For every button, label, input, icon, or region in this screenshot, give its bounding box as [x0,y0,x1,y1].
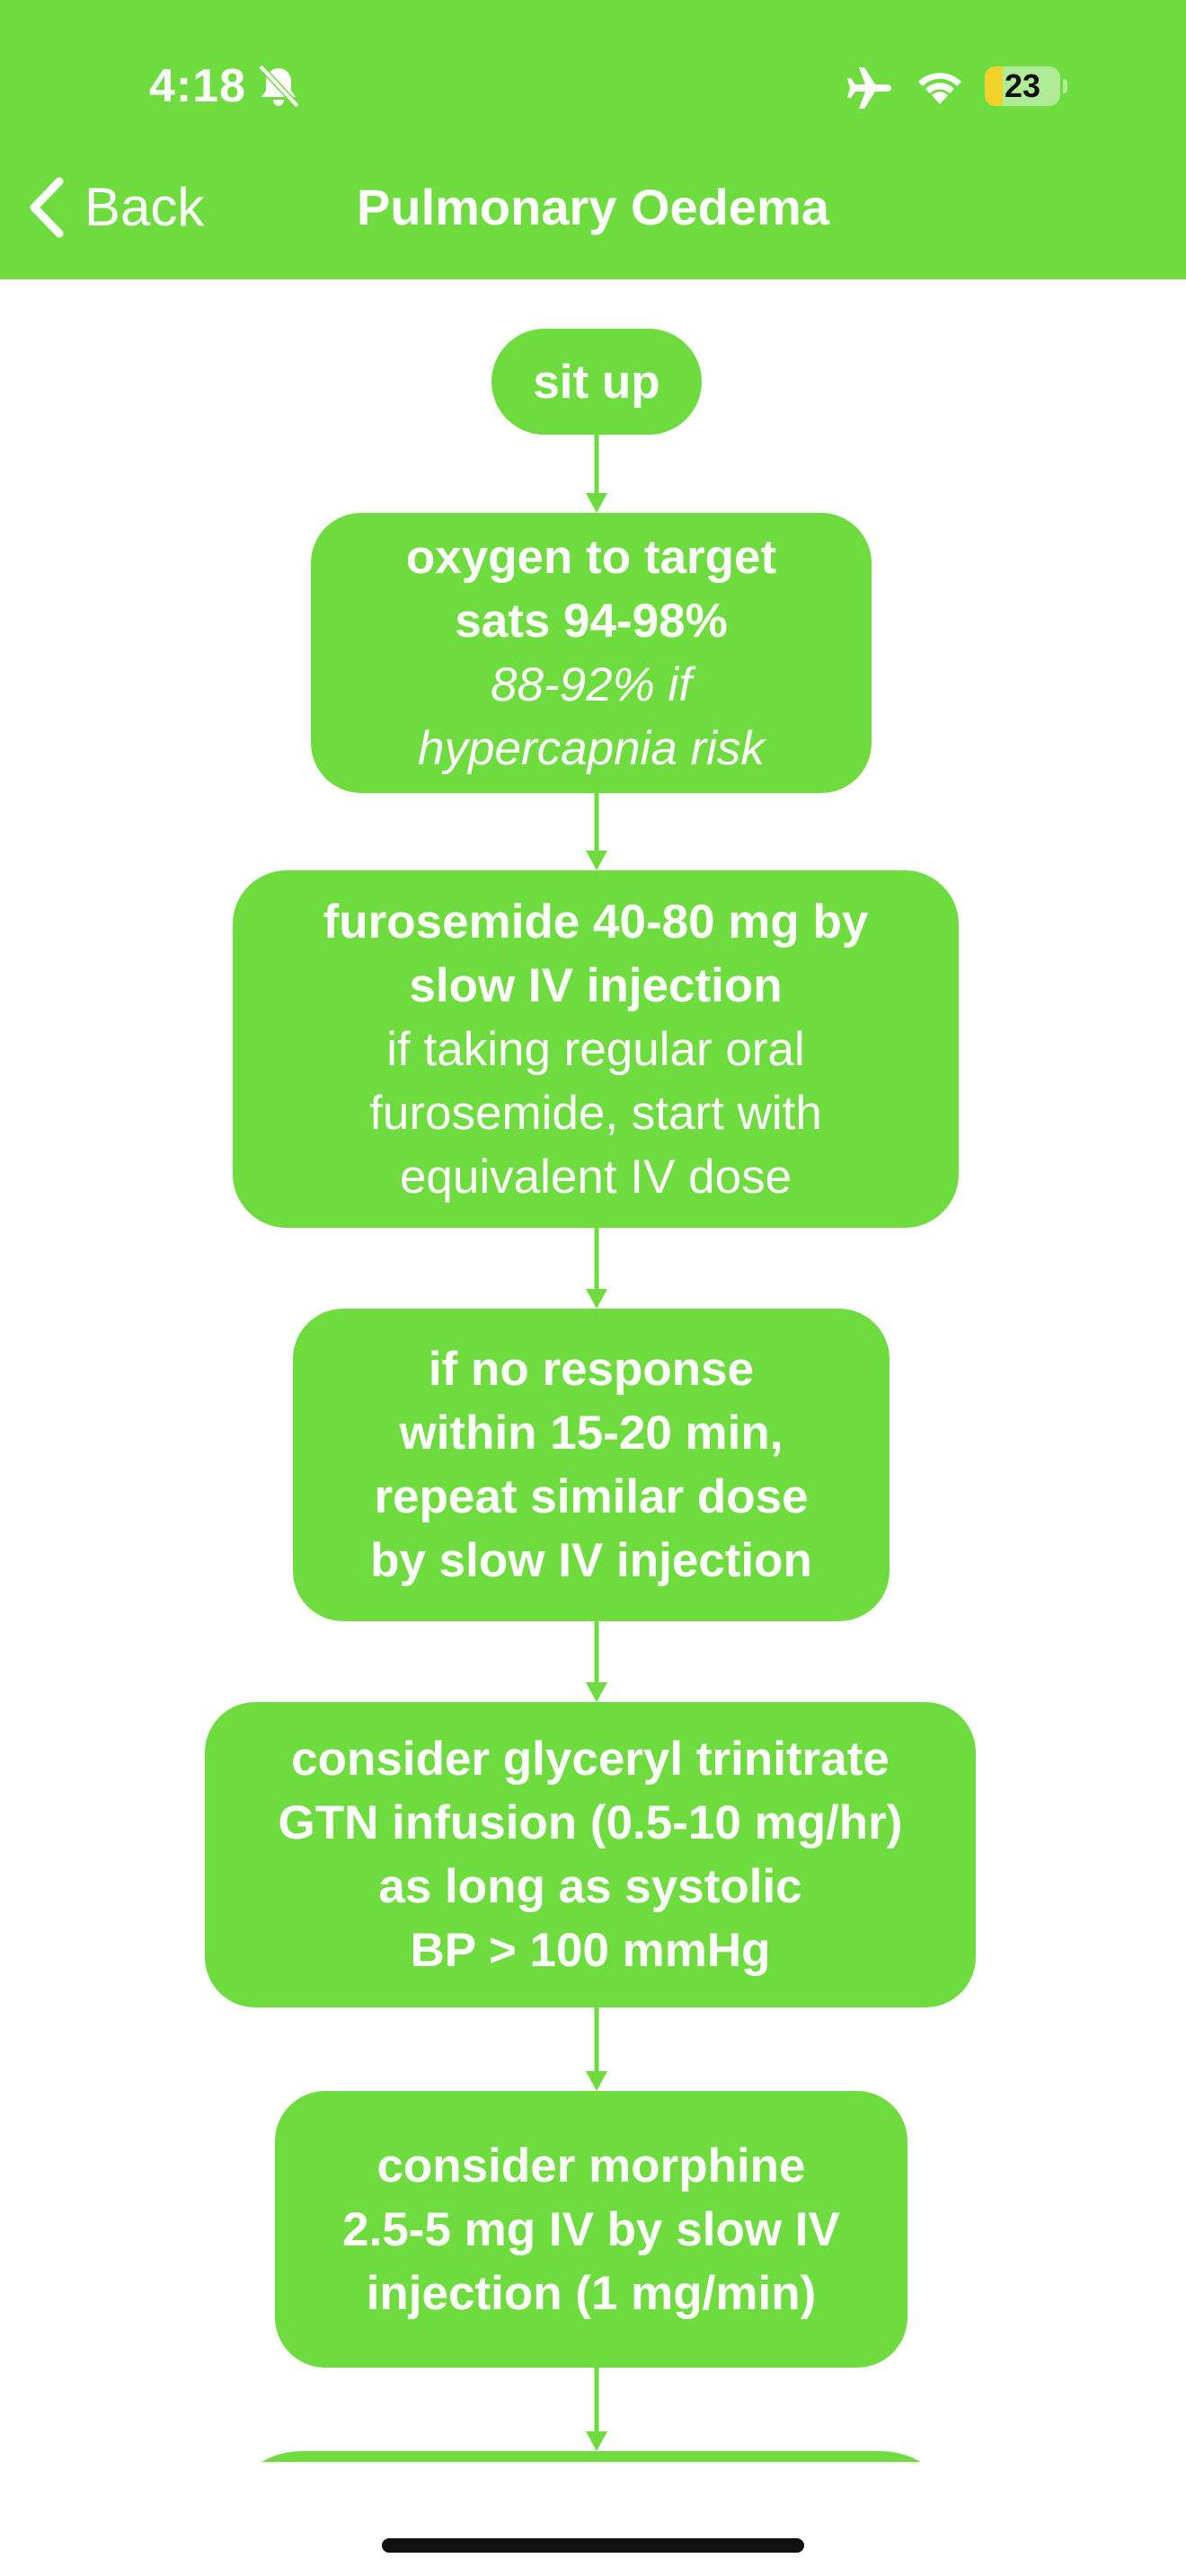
flow-step-4: if no response within 15-20 min, repeat si… [293,1309,890,1621]
flow-step-line: slow IV injection [409,958,783,1012]
arrow-head [586,1289,607,1309]
battery-level: 23 [1004,67,1041,104]
flow-step-line: by slow IV injection [370,1534,812,1587]
flow-step-7 [221,2451,961,2462]
flow-step-line: consider morphine [376,2139,806,2192]
flow-step-line: sit up [533,355,660,409]
flow-step-line: sats 94-98% [455,595,728,648]
flow-step-line: BP > 100 mmHg [410,1924,771,1977]
flow-step-line: GTN infusion (0.5-10 mg/hr) [278,1796,903,1849]
flow-step-line: equivalent IV dose [399,1150,792,1204]
navigation-header: 4:18 23 Back Pulmonary Oedema [0,0,1186,279]
home-indicator[interactable] [382,2538,804,2553]
flow-step-line: within 15-20 min, [399,1407,783,1460]
flow-step-line: 88-92% if [491,658,692,711]
arrow-head [586,2071,607,2091]
flow-step-line: consider glyceryl trinitrate [291,1733,890,1786]
flow-step-line: as long as systolic [378,1860,802,1913]
chevron-left-icon [30,177,64,238]
flow-step-6: consider morphine 2.5-5 mg IV by slow IV i… [275,2091,907,2368]
battery-icon: 23 [985,66,1067,106]
back-label: Back [84,177,205,237]
back-button[interactable]: Back [25,171,241,243]
bell-slash-icon [258,64,300,109]
flow-step-3: furosemide 40-80 mg by slow IV injection i… [233,870,959,1228]
arrow-head [586,851,607,870]
airplane-icon [847,67,891,109]
flow-step-line: 2.5-5 mg IV by slow IV [342,2202,840,2256]
page-title: Pulmonary Oedema [357,179,829,235]
wifi-icon [918,73,961,104]
flow-step-2: oxygen to target sats 94-98% 88-92% if hype… [311,513,872,793]
arrow-head [586,1682,607,1702]
flowchart: sit up oxygen to target sats 94-98% 88-92% … [0,279,1186,2462]
status-time: 4:18 [149,60,247,112]
flow-step-line: repeat similar dose [374,1470,809,1523]
flow-step-line: hypercapnia risk [418,722,765,775]
flow-step-line: injection (1 mg/min) [366,2266,817,2320]
flow-step-1: sit up [491,329,702,435]
arrow-head [586,2431,607,2451]
arrow-head [586,493,607,513]
flow-connectors [586,435,607,2451]
flow-step-line: oxygen to target [405,531,777,584]
flow-step-line: if no response [428,1343,755,1396]
flow-step-line: furosemide 40-80 mg by [323,895,869,948]
flow-step-line: furosemide, start with [369,1086,822,1140]
flow-step-line: if taking regular oral [386,1022,805,1076]
flow-step-5: consider glyceryl trinitrate GTN infusion… [205,1702,976,2007]
